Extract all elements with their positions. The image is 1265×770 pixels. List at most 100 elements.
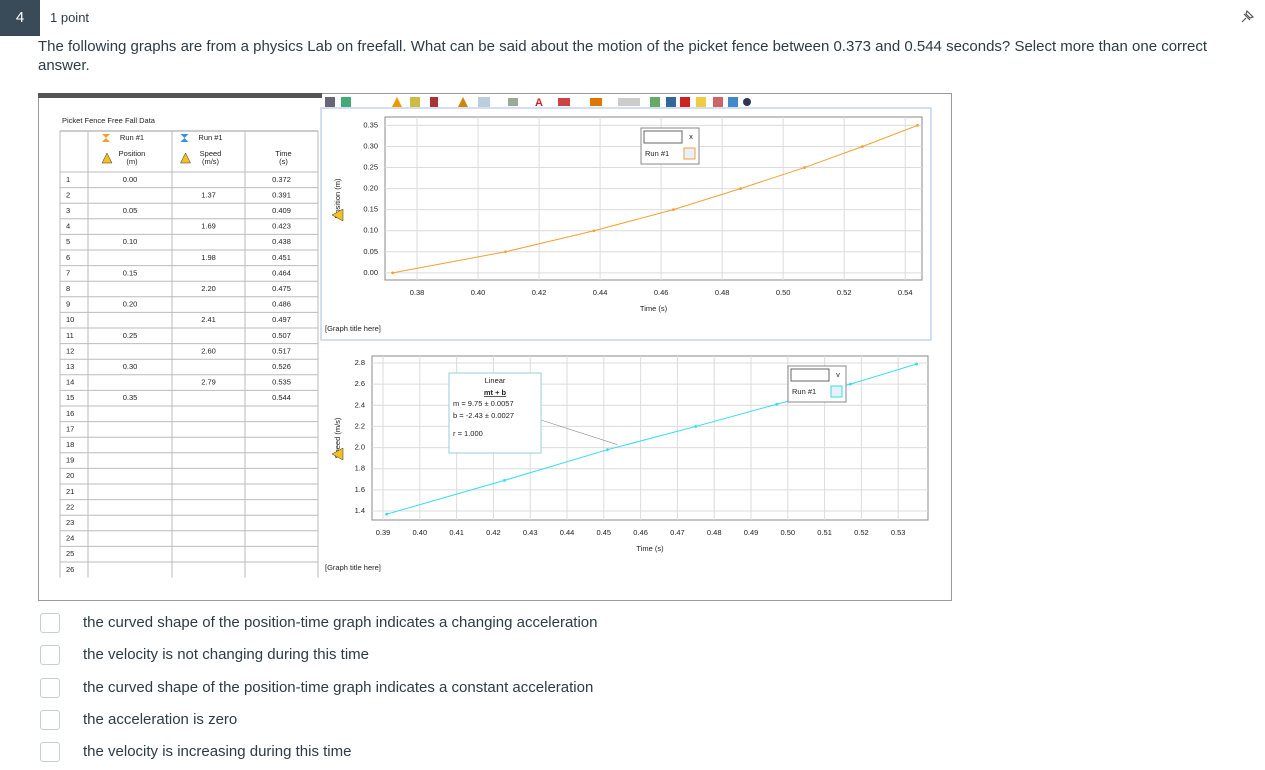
x-tick-label: 0.48 [715,288,730,297]
table-cell: 0.486 [272,300,291,309]
checkbox[interactable] [40,613,60,633]
table-cell: 1.69 [201,222,216,231]
table-cell: 0.15 [123,268,138,277]
legend-swatch [683,147,696,160]
data-point [915,362,918,366]
row-number: 15 [66,393,74,402]
data-point [504,250,507,254]
warning-icon [101,152,113,164]
checkbox[interactable] [40,645,60,666]
checkbox[interactable] [40,677,60,698]
y-tick-label: 2.8 [355,358,365,367]
table-cell: 0.451 [272,253,291,262]
data-point [848,382,852,386]
table-cell: 2.41 [201,315,216,324]
y-axis-label: Speed (m/s) [333,417,342,458]
toolbar: A [325,97,751,109]
table-cell: 0.05 [123,206,138,215]
x-tick-label: 0.43 [523,528,538,537]
x-tick-label: 0.42 [532,288,547,297]
x-tick-label: 0.44 [593,288,608,297]
legend-symbol: x [689,132,693,141]
table-cell: 1.37 [201,190,216,199]
row-number: 2 [66,190,70,199]
option-text: the curved shape of the position-time gr… [83,614,598,631]
fit-equation: mt + b [484,388,507,397]
pin-icon[interactable] [1238,8,1256,26]
table-cell: 2.79 [201,378,216,387]
x-tick-label: 0.41 [449,528,464,537]
row-number: 23 [66,518,74,527]
warning-icon [180,152,191,164]
data-point [385,512,389,516]
table-cell: 0.507 [272,331,291,340]
y-tick-label: 0.15 [363,205,378,214]
x-axis-label: Time (s) [640,304,668,313]
row-number: 25 [66,549,74,558]
data-point [694,425,698,428]
data-point [592,229,596,233]
option-text: the acceleration is zero [83,710,238,728]
warning-icon [331,447,344,461]
x-tick-label: 0.46 [654,288,669,297]
run-icon [180,134,189,142]
figure: A Picket Fence Free Fall Data Run #1 Run … [38,93,952,601]
option-text: the velocity is increasing during this t… [83,743,352,761]
table-cell: 0.20 [123,300,138,309]
table-cell: 0.526 [272,362,291,371]
x-tick-label: 0.39 [376,528,391,537]
y-tick-label: 0.20 [363,184,378,193]
table-cell: 0.35 [123,393,138,402]
y-tick-label: 0.30 [363,141,378,150]
table-cell: 0.535 [272,378,291,387]
table-cell: 0.25 [123,331,138,340]
data-point [739,187,742,191]
graph-title: [Graph title here] [325,563,381,572]
question-text: The following graphs are from a physics … [38,38,1208,74]
data-point [503,478,506,482]
column-unit: (m) [126,157,138,166]
question-number: 4 [0,0,40,36]
x-tick-label: 0.54 [898,288,913,297]
y-tick-label: 0.25 [363,163,378,172]
column-name: Speed [200,149,222,158]
row-number: 21 [66,487,74,496]
x-tick-label: 0.42 [486,528,501,537]
row-number: 11 [66,331,74,340]
warning-icon [331,208,344,222]
graph-selection [320,107,932,341]
y-axis-label: Position (m) [333,178,342,219]
row-number: 26 [66,565,74,574]
fit-box [448,372,542,454]
y-tick-label: 0.35 [363,120,378,129]
table-cell: 0.464 [272,268,291,277]
y-tick-label: 0.00 [363,268,378,277]
x-tick-label: 0.52 [854,528,869,537]
column-unit: (s) [279,157,288,166]
checkbox[interactable] [40,742,60,763]
y-tick-label: 2.6 [355,379,365,388]
x-tick-label: 0.46 [633,528,648,537]
row-number: 3 [66,206,70,215]
row-number: 14 [66,378,74,387]
row-number: 20 [66,471,74,480]
y-tick-label: 2.2 [355,421,365,430]
graph-title: [Graph title here] [325,324,381,333]
x-tick-label: 0.40 [471,288,486,297]
legend-label: Run #1 [645,149,669,158]
column-name: Time [275,149,291,158]
checkbox[interactable] [40,709,60,730]
row-number: 13 [66,362,74,371]
data-point [391,271,395,275]
table-cell: 0.438 [272,237,291,246]
table-cell: 0.391 [272,190,291,199]
row-number: 19 [66,456,74,465]
row-number: 17 [66,424,74,433]
y-tick-label: 2.4 [355,400,365,409]
table-cell: 0.544 [272,393,291,402]
row-number: 24 [66,534,74,543]
table-cell: 0.10 [123,237,138,246]
y-tick-label: 0.10 [363,226,378,235]
data-point [916,124,919,127]
